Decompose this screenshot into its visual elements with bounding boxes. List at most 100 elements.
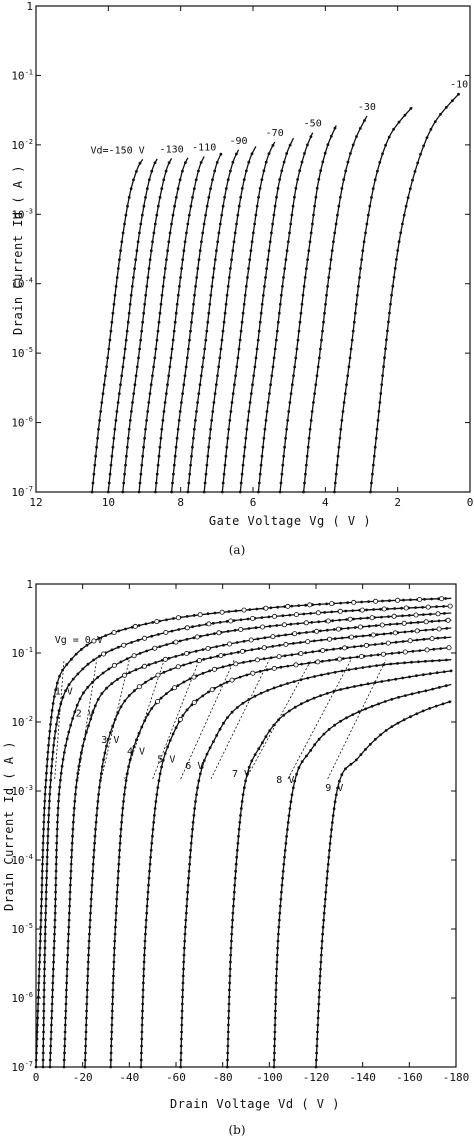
data-point <box>340 187 344 190</box>
data-point <box>145 911 149 915</box>
data-point <box>109 731 112 734</box>
data-point <box>54 876 58 880</box>
data-point <box>439 112 442 116</box>
data-point <box>50 1016 54 1020</box>
data-point-open <box>270 634 276 640</box>
data-point <box>375 427 379 431</box>
data-point <box>245 772 249 776</box>
data-point <box>275 953 279 957</box>
data-point <box>436 636 440 640</box>
data-point <box>366 616 369 620</box>
series-line <box>84 627 452 1068</box>
data-point <box>167 656 171 660</box>
chart-b-saturation-boundary <box>54 659 387 779</box>
data-point <box>38 960 41 964</box>
data-point <box>121 490 125 494</box>
data-point <box>69 723 73 727</box>
data-point <box>255 347 259 351</box>
data-point <box>40 904 43 908</box>
data-point <box>63 1044 67 1048</box>
data-point <box>369 654 373 657</box>
data-point <box>94 827 97 831</box>
data-point <box>411 649 415 653</box>
data-point <box>451 99 454 103</box>
data-point <box>181 988 185 992</box>
data-point <box>100 765 104 768</box>
data-point <box>41 834 45 838</box>
data-point-open <box>191 674 197 680</box>
data-point <box>45 862 49 866</box>
data-point <box>145 419 149 422</box>
data-point <box>221 204 225 208</box>
data-point <box>205 463 209 467</box>
data-point <box>430 597 433 601</box>
data-point <box>167 161 171 165</box>
data-point-open <box>407 638 413 644</box>
data-point <box>265 668 269 672</box>
data-point <box>91 862 95 866</box>
data-point <box>239 195 243 199</box>
data-point <box>334 658 338 661</box>
data-point <box>145 285 149 288</box>
data-point <box>283 267 287 270</box>
data-point <box>86 967 90 971</box>
data-point-open <box>218 653 224 659</box>
data-point <box>365 608 368 612</box>
data-point <box>435 605 438 609</box>
data-point <box>368 204 372 208</box>
data-point <box>83 737 86 741</box>
data-point <box>184 918 188 922</box>
data-point <box>159 436 163 440</box>
data-point <box>227 427 231 431</box>
data-point-open <box>370 632 376 638</box>
data-point <box>330 610 334 614</box>
data-point-open <box>241 607 247 613</box>
data-point <box>346 160 350 164</box>
data-point <box>253 365 257 369</box>
data-point <box>354 667 358 671</box>
data-point <box>345 383 348 387</box>
data-point <box>190 320 193 324</box>
data-point <box>113 939 117 943</box>
data-point <box>189 841 193 845</box>
data-point <box>415 674 418 678</box>
data-point <box>332 628 336 631</box>
data-point <box>222 320 226 324</box>
data-point <box>211 410 215 413</box>
data-point <box>224 187 228 190</box>
data-point <box>135 249 139 253</box>
data-point <box>59 771 63 775</box>
data-point <box>41 841 45 845</box>
data-point <box>174 726 178 730</box>
data-point <box>364 231 367 235</box>
data-point <box>115 276 119 279</box>
data-point <box>133 689 136 693</box>
data-point <box>171 481 174 485</box>
data-point-open <box>379 622 385 628</box>
data-point-open <box>348 634 354 640</box>
data-point <box>331 619 334 623</box>
data-point <box>173 454 177 458</box>
data-point <box>269 656 273 660</box>
y-tick-label: 10-6 <box>11 416 33 430</box>
data-point <box>253 753 257 756</box>
data-point <box>70 855 73 859</box>
data-point <box>304 472 307 476</box>
chart-a-y-axis: 110-110-210-310-410-510-610-7 <box>11 0 470 499</box>
data-point <box>85 988 89 992</box>
data-point-open <box>429 636 435 642</box>
data-point <box>229 267 232 270</box>
data-point <box>323 611 327 614</box>
data-point <box>339 647 342 650</box>
chart-a-series <box>90 92 460 494</box>
data-point <box>93 841 96 845</box>
data-point <box>220 490 224 494</box>
data-point <box>236 650 240 654</box>
data-point <box>443 636 447 639</box>
data-point <box>93 834 97 838</box>
data-point <box>64 1002 68 1006</box>
data-point <box>48 729 52 733</box>
data-point <box>128 419 132 422</box>
data-point <box>53 932 56 936</box>
data-point <box>238 821 242 824</box>
